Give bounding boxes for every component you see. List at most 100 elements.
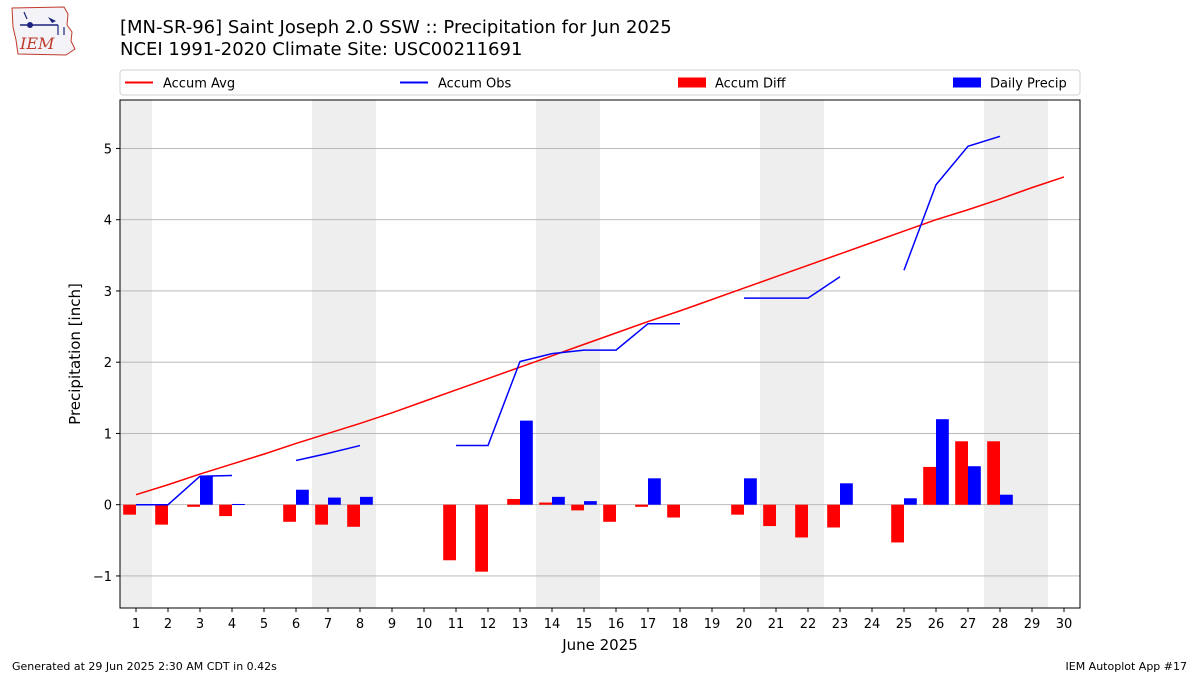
x-axis-label: June 2025 — [561, 636, 638, 654]
daily-precip-bar — [1000, 494, 1013, 505]
daily-precip-bar — [840, 483, 853, 505]
legend-swatch — [953, 77, 981, 88]
app-footer: IEM Autoplot App #17 — [1065, 660, 1188, 673]
accum-diff-bar — [475, 504, 488, 572]
x-tick-label: 22 — [800, 617, 817, 632]
weekend-shade — [120, 100, 152, 608]
x-tick-label: 21 — [768, 617, 785, 632]
accum-diff-bar — [571, 504, 584, 511]
x-tick-label: 7 — [324, 617, 332, 632]
x-tick-label: 11 — [448, 617, 465, 632]
weekend-shade — [312, 100, 344, 608]
daily-precip-bar — [552, 496, 565, 505]
daily-precip-bar — [200, 476, 213, 505]
x-tick-label: 28 — [992, 617, 1009, 632]
accum-diff-bar — [507, 498, 520, 505]
x-tick-label: 1 — [132, 617, 140, 632]
accum-diff-bar — [219, 504, 232, 517]
accum-diff-bar — [347, 504, 360, 527]
daily-precip-bar — [328, 497, 341, 505]
daily-precip-bar — [904, 498, 917, 505]
daily-precip-bar — [520, 420, 533, 505]
accum-obs-line — [136, 474, 233, 506]
x-tick-label: 17 — [640, 617, 657, 632]
daily-precip-bar — [296, 489, 309, 505]
daily-precip-bar — [232, 503, 245, 505]
x-tick-label: 25 — [896, 617, 913, 632]
x-tick-label: 19 — [704, 617, 721, 632]
accum-obs-line — [903, 135, 1001, 271]
legend-label: Accum Obs — [438, 77, 511, 92]
x-tick-label: 13 — [512, 617, 529, 632]
accum-diff-bar — [283, 504, 296, 522]
daily-precip-bar — [360, 496, 373, 505]
accum-diff-bar — [891, 504, 904, 543]
x-tick-label: 4 — [228, 617, 236, 632]
accum-obs-line — [744, 276, 841, 299]
accum-diff-bar — [155, 504, 168, 525]
x-tick-label: 27 — [960, 617, 977, 632]
accum-avg-line — [135, 176, 1065, 496]
weekend-shade — [984, 100, 1016, 608]
legend-label: Accum Avg — [163, 77, 235, 92]
accum-diff-bar — [123, 504, 136, 515]
y-tick-label: 3 — [104, 285, 112, 300]
x-tick-label: 26 — [928, 617, 945, 632]
chart-title: [MN-SR-96] Saint Joseph 2.0 SSW :: Preci… — [120, 17, 672, 38]
x-tick-label: 30 — [1056, 617, 1073, 632]
y-tick-label: 5 — [104, 142, 112, 157]
x-tick-label: 5 — [260, 617, 268, 632]
x-tick-label: 15 — [576, 617, 593, 632]
accum-diff-bar — [187, 504, 200, 507]
accum-diff-bar — [763, 504, 776, 527]
accum-obs-line — [456, 322, 680, 447]
accum-diff-bar — [315, 504, 328, 525]
accum-diff-bar — [923, 466, 936, 505]
weekend-shade — [344, 100, 376, 608]
accum-diff-bar — [731, 504, 744, 515]
accum-obs-line — [295, 444, 361, 462]
accum-diff-bar — [635, 504, 648, 507]
y-tick-label: 1 — [104, 427, 112, 442]
chart-subtitle: NCEI 1991-2020 Climate Site: USC00211691 — [120, 39, 523, 60]
x-tick-label: 8 — [356, 617, 364, 632]
x-tick-label: 16 — [608, 617, 625, 632]
x-tick-label: 29 — [1024, 617, 1041, 632]
accum-diff-bar — [955, 441, 968, 505]
daily-precip-bar — [744, 478, 757, 505]
y-axis-label: Precipitation [inch] — [66, 283, 84, 425]
legend-label: Daily Precip — [990, 77, 1067, 92]
daily-precip-bar — [648, 478, 661, 505]
legend-label: Accum Diff — [715, 77, 787, 92]
x-tick-label: 3 — [196, 617, 204, 632]
accum-diff-bar — [603, 504, 616, 522]
generated-footer: Generated at 29 Jun 2025 2:30 AM CDT in … — [12, 660, 277, 673]
logo-text: IEM — [19, 34, 55, 53]
accum-diff-bar — [443, 504, 456, 561]
daily-precip-bar — [968, 466, 981, 505]
weekend-shade — [1016, 100, 1048, 608]
accum-diff-bar — [795, 504, 808, 538]
daily-precip-bar — [584, 501, 597, 505]
accum-diff-bar — [827, 504, 840, 528]
accum-diff-bar — [987, 441, 1000, 505]
y-tick-label: −1 — [93, 570, 112, 585]
iem-logo: IEM — [11, 6, 76, 56]
y-tick-label: 2 — [104, 356, 112, 371]
x-tick-label: 12 — [480, 617, 497, 632]
plot-frame — [119, 99, 1081, 609]
x-tick-label: 6 — [292, 617, 300, 632]
x-tick-label: 14 — [544, 617, 561, 632]
x-tick-label: 2 — [164, 617, 172, 632]
x-tick-label: 20 — [736, 617, 753, 632]
legend — [119, 69, 1081, 96]
x-tick-label: 23 — [832, 617, 849, 632]
legend-swatch — [678, 77, 706, 88]
x-tick-label: 10 — [416, 617, 433, 632]
y-tick-label: 0 — [104, 499, 112, 514]
x-tick-label: 18 — [672, 617, 689, 632]
x-tick-label: 24 — [864, 617, 881, 632]
accum-diff-bar — [539, 502, 552, 505]
accum-diff-bar — [667, 504, 680, 518]
